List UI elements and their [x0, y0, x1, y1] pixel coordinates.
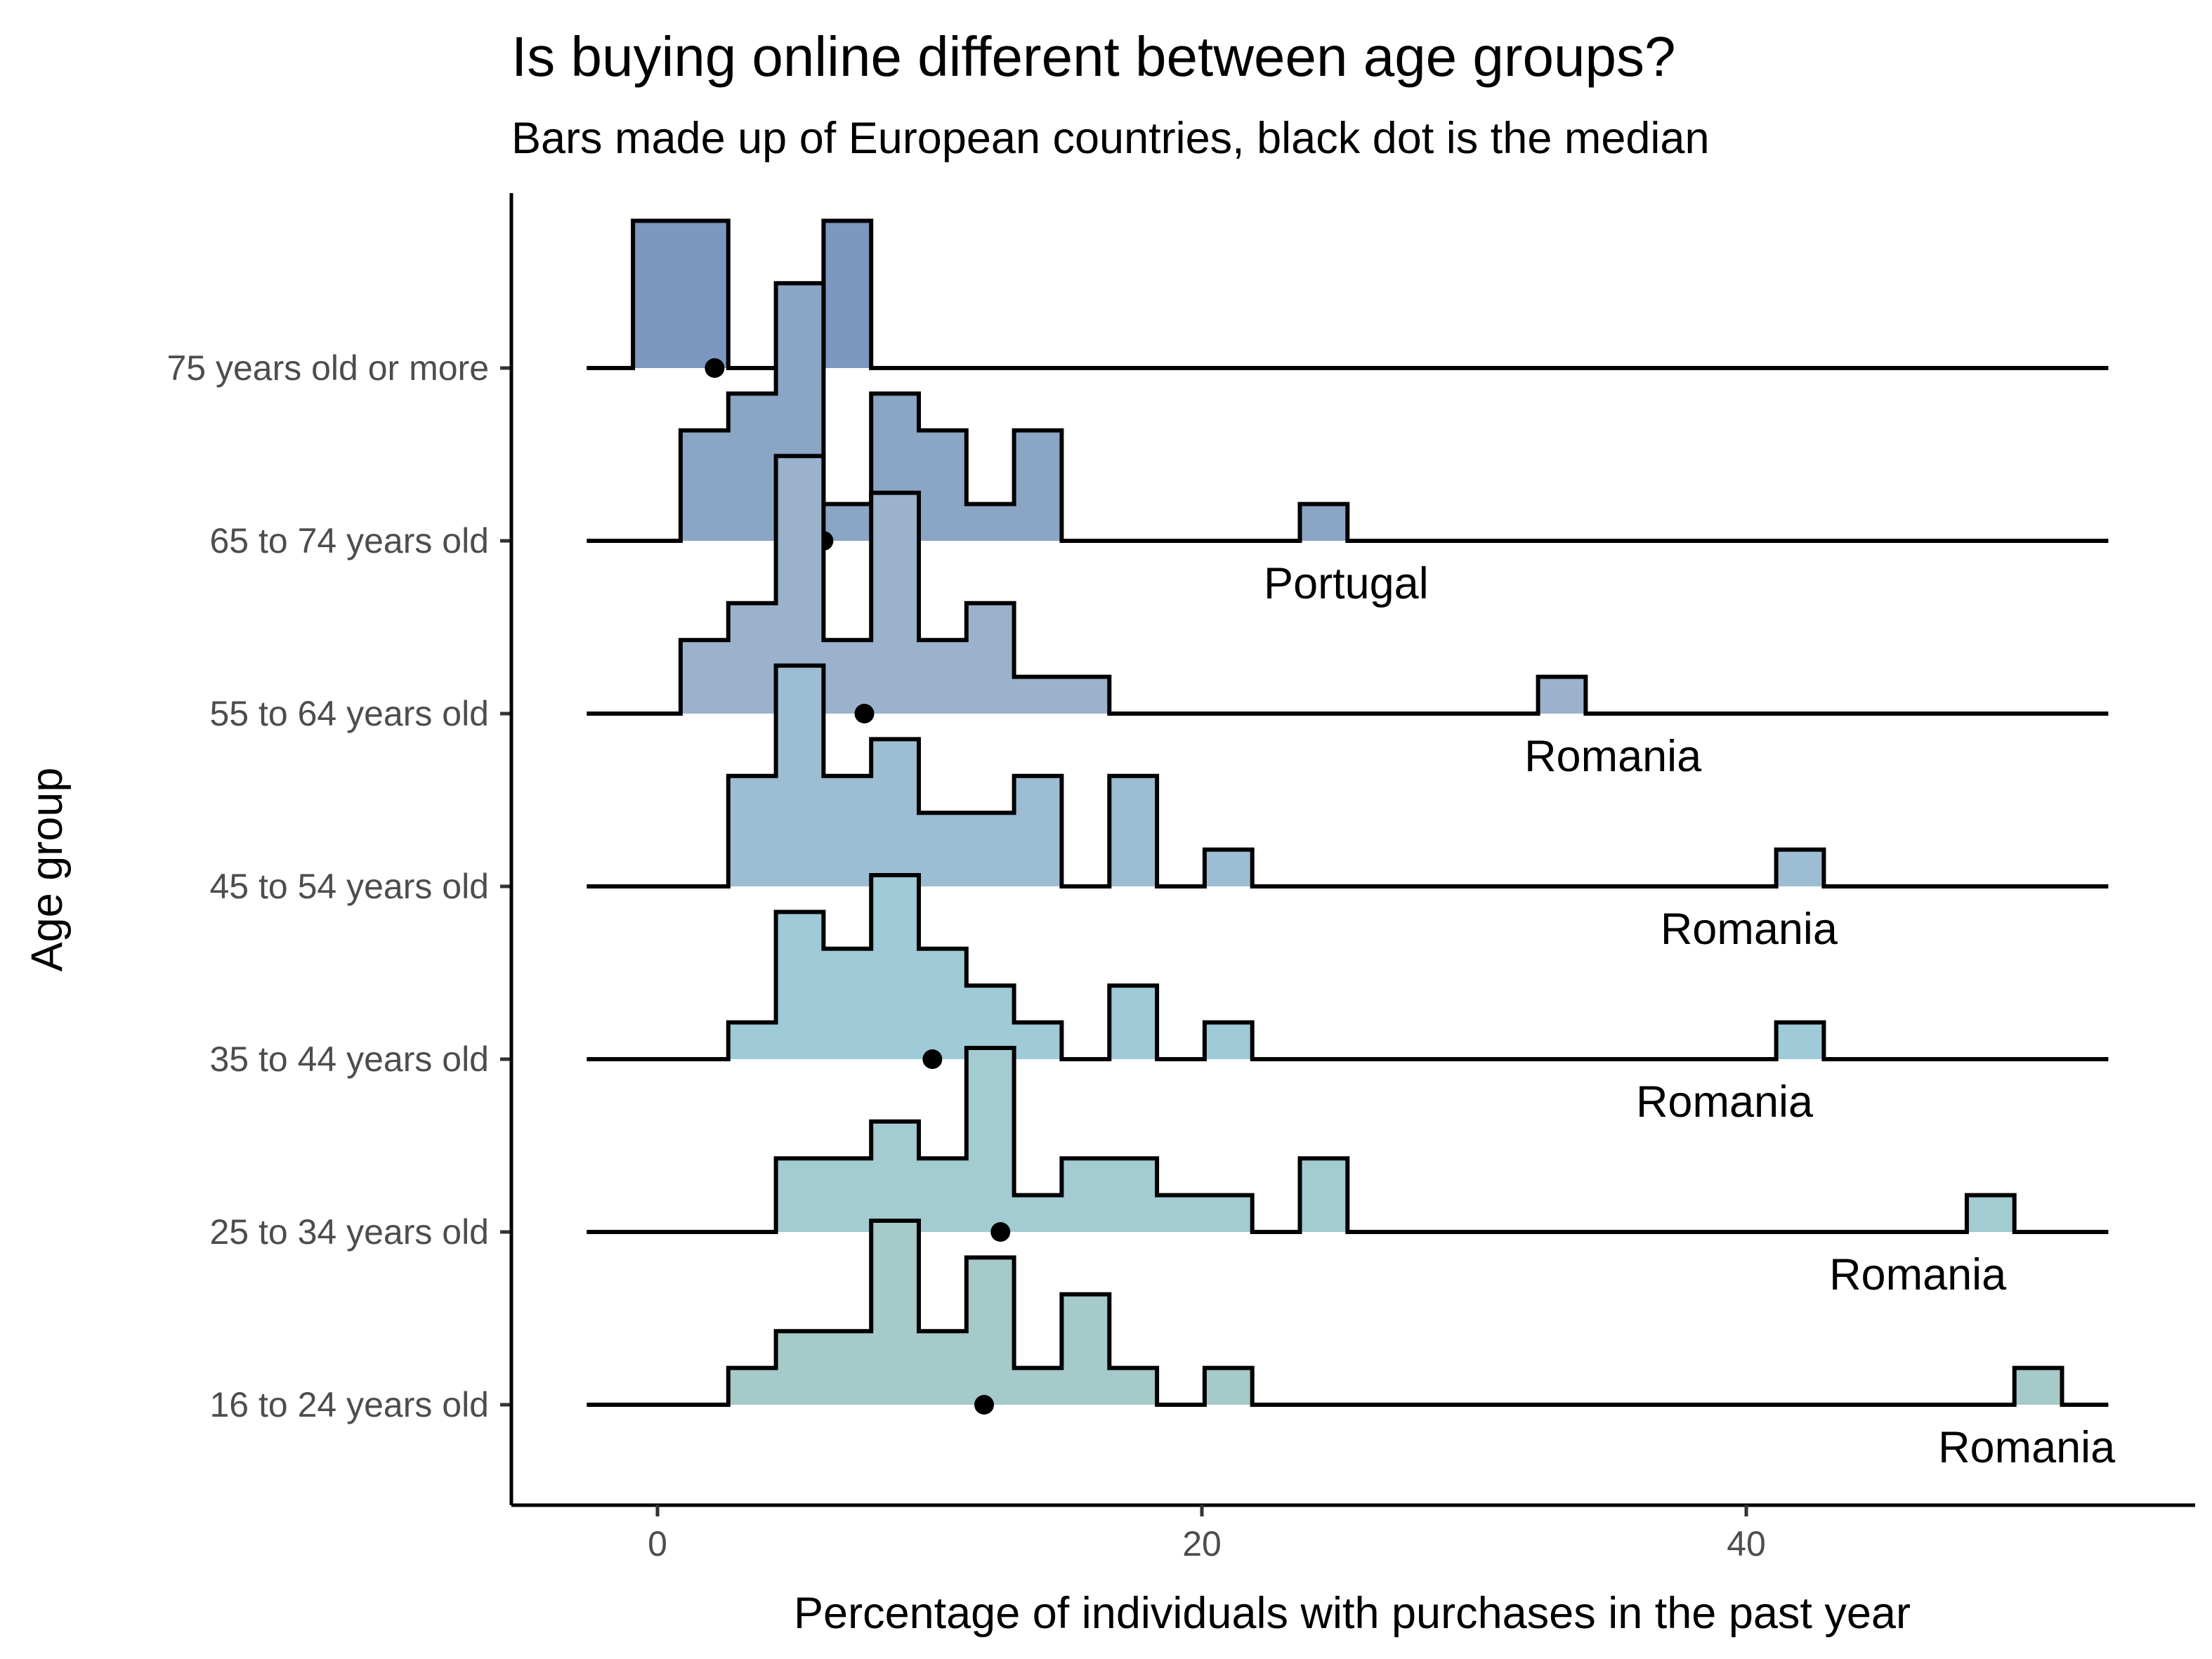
ridge-fill: [587, 665, 2109, 886]
x-tick-label: 0: [648, 1524, 667, 1563]
ridge-25-to-34-years-old: [587, 1046, 2109, 1242]
outlier-label: Portugal: [1264, 559, 1429, 608]
x-tick-label: 40: [1727, 1524, 1766, 1563]
ridge-fill: [587, 1221, 2109, 1405]
ridge-outline: [587, 281, 2109, 543]
outlier-label: Romania: [1938, 1423, 2116, 1472]
median-dot: [990, 1222, 1011, 1242]
y-tick-label: 65 to 74 years old: [210, 521, 490, 560]
ridge-outline: [587, 454, 2109, 716]
ridge-outline: [587, 873, 2109, 1061]
ridge-outline: [587, 1046, 2109, 1234]
chart-subtitle: Bars made up of European countries, blac…: [511, 114, 1710, 163]
ridge-35-to-44-years-old: [587, 873, 2109, 1069]
ridge-fill: [587, 456, 2109, 714]
x-tick-label: 20: [1182, 1524, 1222, 1563]
ridges-layer: [587, 218, 2109, 1415]
annotations-layer: Portugal Romania Romania Romania Romania Roma…: [1264, 559, 2116, 1472]
median-dot: [974, 1395, 994, 1415]
ridge-55-to-64-years-old: [587, 454, 2109, 723]
y-tick-label: 75 years old or more: [166, 348, 489, 388]
outlier-label: Romania: [1636, 1077, 1814, 1127]
axes-layer: 75 years old or more 65 to 74 years old 55…: [166, 193, 2195, 1563]
y-axis-title: Age group: [22, 768, 72, 972]
outlier-label: Romania: [1829, 1250, 2007, 1299]
outlier-label: Romania: [1661, 905, 1838, 954]
ridge-outline: [587, 663, 2109, 888]
y-tick-label: 16 to 24 years old: [210, 1385, 490, 1424]
median-dot: [705, 358, 725, 378]
y-tick-label: 45 to 54 years old: [210, 867, 490, 906]
ridge-outline: [587, 1219, 2109, 1407]
y-tick-label: 35 to 44 years old: [210, 1040, 490, 1079]
median-dot: [854, 704, 875, 723]
chart-title: Is buying online different between age g…: [511, 25, 1676, 88]
x-axis-title: Percentage of individuals with purchases…: [794, 1589, 1911, 1638]
median-dot: [922, 1049, 943, 1069]
y-tick-label: 55 to 64 years old: [210, 694, 490, 733]
outlier-label: Romania: [1524, 732, 1702, 781]
ridge-fill: [587, 875, 2109, 1059]
ridge-fill: [587, 283, 2109, 541]
y-tick-label: 25 to 34 years old: [210, 1212, 490, 1252]
ridge-45-to-54-years-old: [587, 663, 2109, 896]
ridge-16-to-24-years-old: [587, 1219, 2109, 1415]
